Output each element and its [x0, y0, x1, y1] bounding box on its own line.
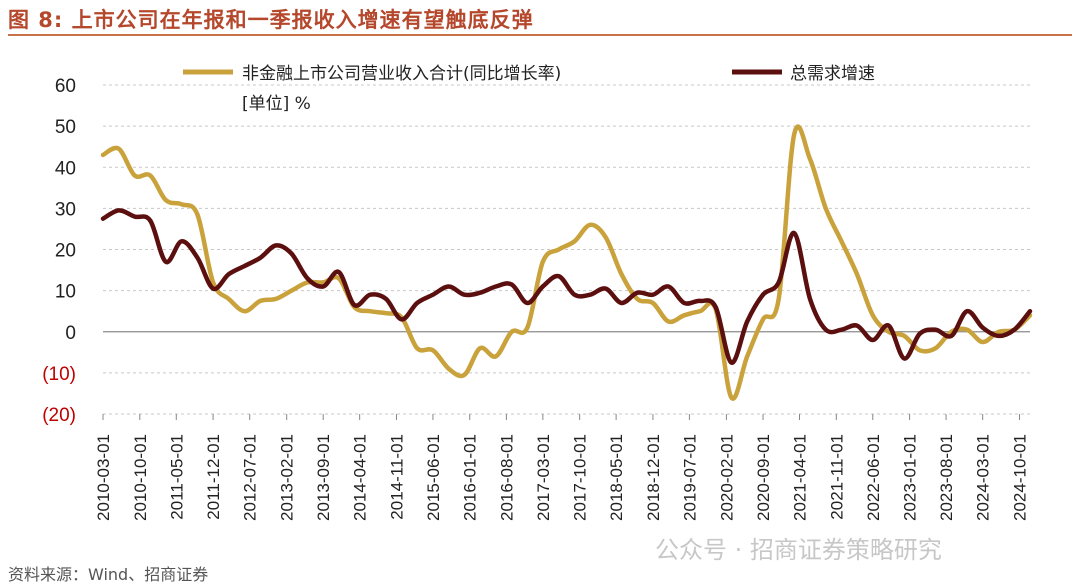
x-tick-label: 2018-12-01: [644, 434, 663, 521]
x-tick-label: 2021-11-01: [827, 434, 846, 520]
x-tick-label: 2010-10-01: [131, 434, 150, 521]
x-tick-label: 2014-04-01: [351, 434, 370, 521]
x-tick-label: 2021-04-01: [790, 434, 809, 521]
series-line-demand: [100, 208, 1033, 365]
y-tick-label: 10: [55, 282, 76, 303]
legend-label-revenue: 非金融上市公司营业收入合计(同比增长率): [242, 64, 561, 84]
x-tick-label: 2016-08-01: [497, 434, 516, 521]
y-tick-label: 30: [55, 199, 76, 220]
series-lines: [100, 124, 1033, 401]
x-tick-label: 2017-10-01: [571, 434, 590, 521]
y-tick-label: (10): [42, 364, 76, 385]
x-tick-label: 2012-07-01: [241, 434, 260, 521]
x-tick-label: 2024-03-01: [974, 434, 993, 521]
watermark: 公众号 · 招商证券策略研究: [655, 536, 942, 564]
chart-legend: 非金融上市公司营业收入合计(同比增长率) 总需求增速: [183, 64, 875, 84]
x-tick-label: 2017-03-01: [534, 434, 553, 521]
x-tick-label: 2014-11-01: [387, 434, 406, 520]
x-tick-label: 2020-02-01: [717, 434, 736, 521]
grid-lines: [103, 84, 1030, 415]
legend-label-demand: 总需求增速: [790, 64, 875, 84]
y-tick-label: (20): [42, 405, 76, 426]
x-tick-label: 2015-06-01: [424, 434, 443, 521]
x-tick-label: 2023-01-01: [901, 434, 920, 521]
x-tick-label: 2013-02-01: [278, 434, 297, 521]
y-tick-label: 50: [55, 117, 76, 138]
figure-title: 图 8: 上市公司在年报和一季报收入增速有望触底反弹: [8, 8, 534, 32]
y-tick-label: 40: [55, 158, 76, 179]
y-tick-label: 60: [55, 76, 76, 97]
x-tick-label: 2016-01-01: [461, 434, 480, 521]
x-tick-label: 2024-10-01: [1011, 434, 1030, 521]
x-tick-label: 2013-09-01: [314, 434, 333, 521]
x-tick-label: 2011-05-01: [167, 434, 186, 520]
source-note: 资料来源：Wind、招商证券: [8, 565, 209, 584]
series-line-revenue: [100, 124, 1033, 401]
x-axis-tick-labels: 2010-03-01 2010-10-01 2011-05-01 2011-12-01…: [94, 414, 1030, 521]
x-tick-label: 2010-03-01: [94, 434, 113, 521]
y-tick-label: 0: [65, 323, 76, 344]
y-tick-label: 20: [55, 241, 76, 262]
x-tick-label: 2020-09-01: [754, 434, 773, 521]
unit-label: [单位] %: [242, 94, 311, 114]
x-tick-label: 2019-07-01: [680, 434, 699, 521]
y-axis-tick-labels: 60 50 40 30 20 10 0 (10) (20): [42, 76, 76, 426]
x-tick-label: 2018-05-01: [607, 434, 626, 521]
x-tick-label: 2023-08-01: [937, 434, 956, 521]
x-tick-label: 2011-12-01: [204, 434, 223, 520]
x-tick-label: 2022-06-01: [864, 434, 883, 521]
title-divider: [8, 34, 1072, 36]
